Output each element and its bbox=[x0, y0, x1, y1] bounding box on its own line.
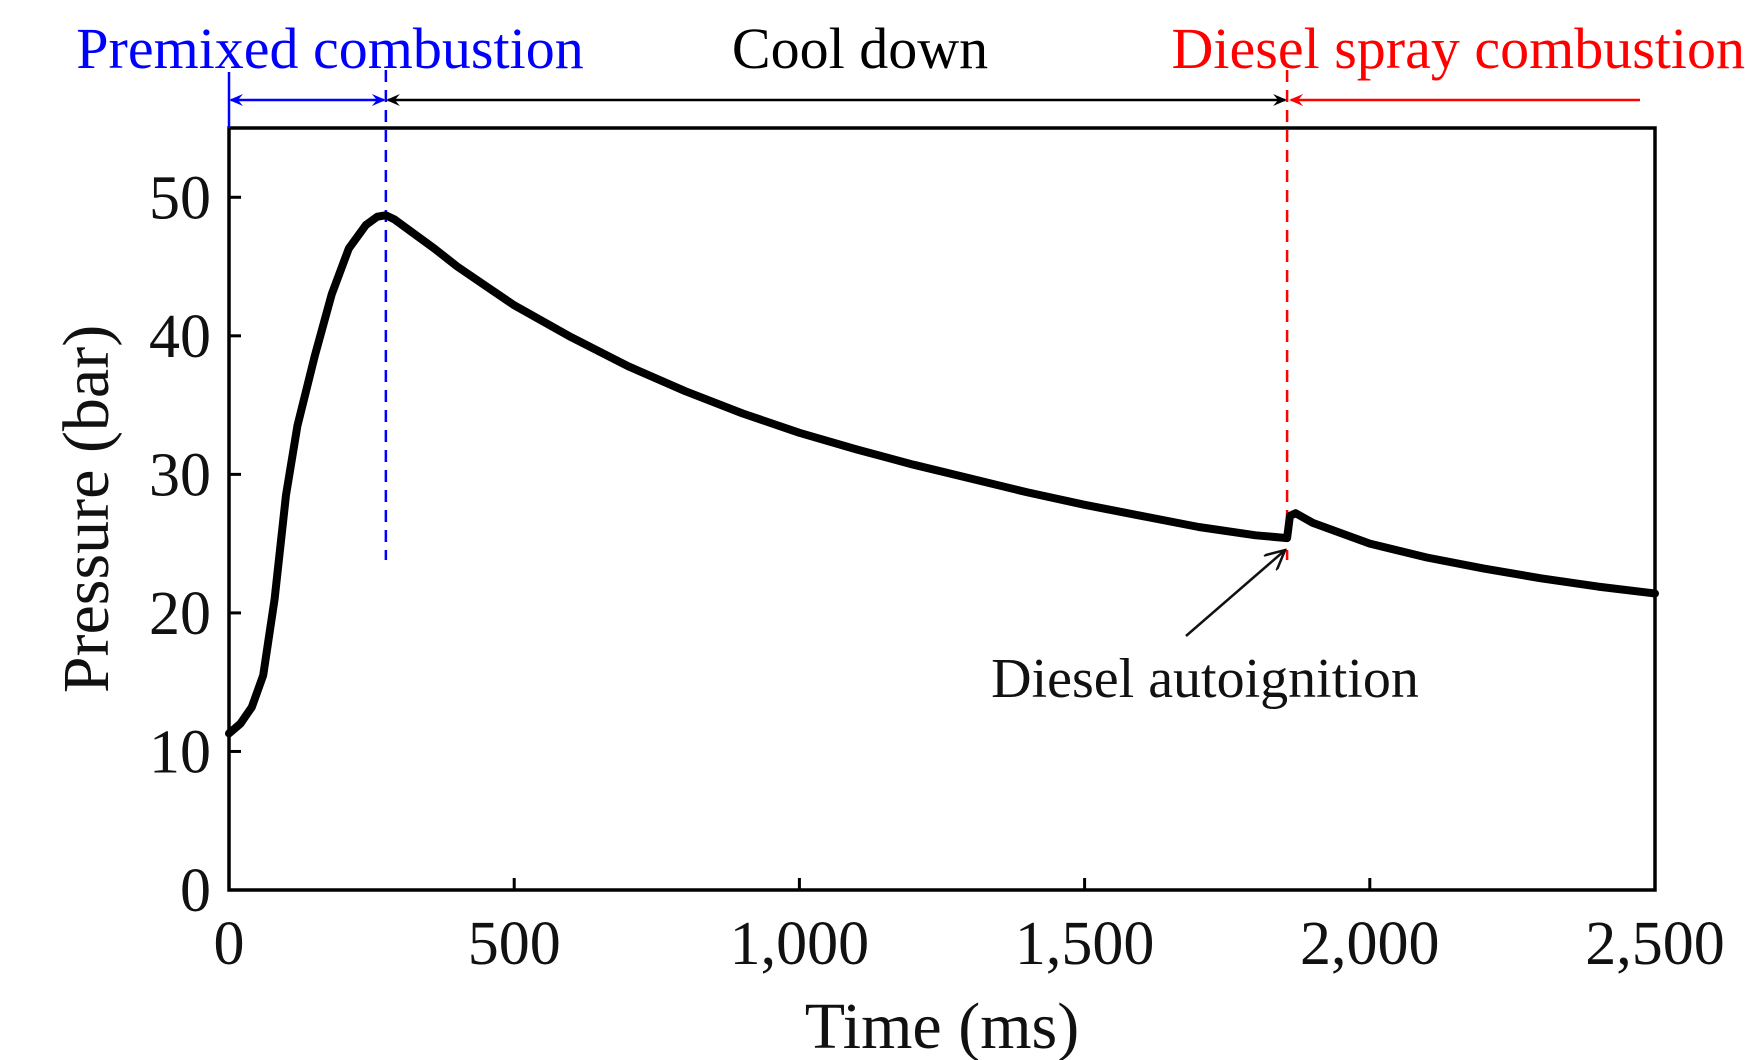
phase-boundary-lines bbox=[384, 70, 1289, 560]
y-tick-label: 0 bbox=[180, 857, 211, 925]
x-tick-label: 0 bbox=[214, 910, 245, 978]
axis-ticks bbox=[227, 195, 1657, 892]
x-tick-label: 1,500 bbox=[1015, 910, 1155, 978]
x-tick-labels: 0 500 1,000 1,500 2,000 2,500 bbox=[214, 910, 1725, 978]
y-tick-label: 40 bbox=[149, 303, 211, 371]
series-line-0 bbox=[225, 211, 1659, 738]
phase-label: Premixed combustion bbox=[76, 16, 583, 81]
phase-annotations: Premixed combustion Cool down Diesel spray… bbox=[76, 16, 1745, 128]
plot-frame bbox=[227, 126, 1657, 892]
annotation-label: Diesel autoignition bbox=[991, 648, 1419, 710]
annotation-arrow bbox=[1185, 550, 1285, 637]
x-tick-label: 2,500 bbox=[1585, 910, 1725, 978]
x-tick-label: 2,000 bbox=[1300, 910, 1440, 978]
x-axis-label: Time (ms) bbox=[805, 990, 1079, 1060]
phase-label: Diesel spray combustion bbox=[1172, 16, 1745, 81]
y-tick-label: 50 bbox=[149, 164, 211, 232]
x-tick-label: 500 bbox=[468, 910, 561, 978]
y-tick-label: 10 bbox=[149, 718, 211, 786]
series-layer bbox=[225, 211, 1659, 738]
annotation-layer: Diesel autoignition bbox=[991, 550, 1419, 710]
y-tick-label: 30 bbox=[149, 441, 211, 509]
y-axis-label: Pressure (bar) bbox=[50, 325, 123, 693]
y-tick-labels: 0 10 20 30 40 50 bbox=[149, 164, 211, 925]
x-tick-label: 1,000 bbox=[730, 910, 870, 978]
y-tick-label: 20 bbox=[149, 580, 211, 648]
phase-label: Cool down bbox=[732, 16, 988, 81]
